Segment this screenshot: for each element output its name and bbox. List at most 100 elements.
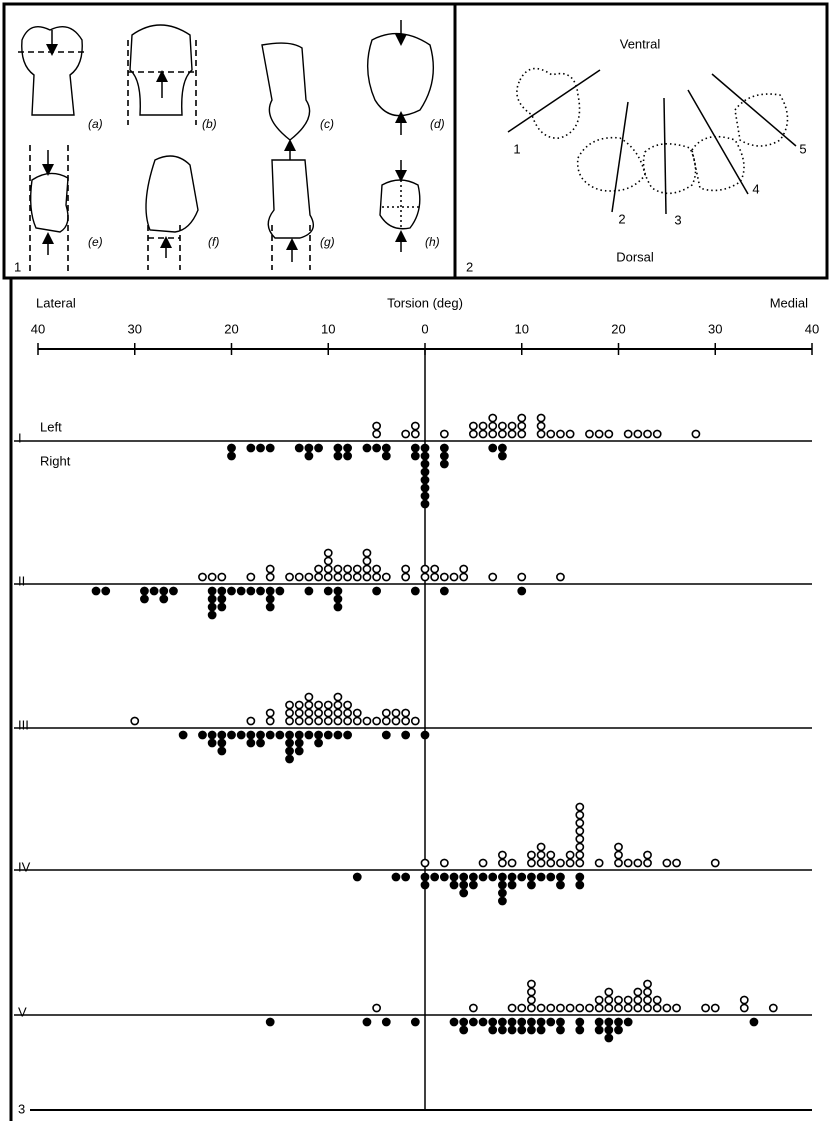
open-dot — [363, 565, 370, 572]
filled-dot — [247, 587, 254, 594]
open-dot — [654, 430, 661, 437]
open-dot — [325, 549, 332, 556]
filled-dot — [334, 731, 341, 738]
open-dot — [528, 859, 535, 866]
filled-dot — [267, 587, 274, 594]
filled-dot — [286, 747, 293, 754]
open-dot — [644, 1004, 651, 1011]
dorsal-label: Dorsal — [616, 249, 654, 264]
open-dot — [354, 565, 361, 572]
filled-dot — [209, 731, 216, 738]
filled-dot — [228, 731, 235, 738]
open-dot — [663, 1004, 670, 1011]
bone-sketches — [18, 20, 433, 275]
filled-dot — [508, 873, 515, 880]
open-dot — [547, 859, 554, 866]
open-dot — [576, 1004, 583, 1011]
view-label: (b) — [202, 117, 217, 131]
open-dot — [334, 709, 341, 716]
x-tick-label: 30 — [128, 321, 142, 336]
open-dot — [354, 573, 361, 580]
filled-dot — [383, 444, 390, 451]
panel-label: 3 — [18, 1101, 25, 1116]
open-dot — [325, 709, 332, 716]
filled-dot — [412, 1018, 419, 1025]
open-dot — [305, 717, 312, 724]
open-dot — [421, 573, 428, 580]
filled-dot — [528, 881, 535, 888]
filled-dot — [209, 739, 216, 746]
filled-dot — [421, 476, 428, 483]
filled-dot — [499, 452, 506, 459]
filled-dot — [528, 1018, 535, 1025]
line-label: 5 — [799, 141, 806, 156]
filled-dot — [334, 595, 341, 602]
filled-dot — [218, 587, 225, 594]
filled-dot — [238, 587, 245, 594]
filled-dot — [528, 873, 535, 880]
filled-dot — [576, 873, 583, 880]
open-dot — [634, 430, 641, 437]
filled-dot — [499, 873, 506, 880]
open-dot — [644, 980, 651, 987]
open-dot — [218, 573, 225, 580]
open-dot — [363, 549, 370, 556]
filled-dot — [257, 587, 264, 594]
filled-dot — [160, 587, 167, 594]
row-label: II — [18, 573, 25, 588]
filled-dot — [344, 452, 351, 459]
open-dot — [644, 430, 651, 437]
filled-dot — [305, 587, 312, 594]
open-dot — [460, 565, 467, 572]
open-dot — [199, 573, 206, 580]
filled-dot — [209, 611, 216, 618]
filled-dot — [170, 587, 177, 594]
open-dot — [741, 1004, 748, 1011]
open-dot — [586, 430, 593, 437]
x-tick-label: 20 — [611, 321, 625, 336]
filled-dot — [383, 1018, 390, 1025]
open-dot — [576, 843, 583, 850]
filled-dot — [460, 873, 467, 880]
filled-dot — [576, 1026, 583, 1033]
filled-dot — [247, 444, 254, 451]
open-dot — [499, 430, 506, 437]
open-dot — [596, 430, 603, 437]
open-dot — [450, 573, 457, 580]
open-dot — [402, 565, 409, 572]
open-dot — [557, 430, 564, 437]
filled-dot — [479, 1018, 486, 1025]
filled-dot — [421, 881, 428, 888]
filled-dot — [441, 452, 448, 459]
open-dot — [305, 701, 312, 708]
open-dot — [286, 709, 293, 716]
filled-dot — [267, 1018, 274, 1025]
filled-dot — [557, 881, 564, 888]
x-tick-label: 30 — [708, 321, 722, 336]
open-dot — [712, 1004, 719, 1011]
filled-dot — [547, 1018, 554, 1025]
open-dot — [344, 701, 351, 708]
filled-dot — [538, 1018, 545, 1025]
filled-dot — [518, 587, 525, 594]
open-dot — [567, 1004, 574, 1011]
filled-dot — [218, 595, 225, 602]
open-dot — [538, 430, 545, 437]
filled-dot — [421, 492, 428, 499]
filled-dot — [460, 1018, 467, 1025]
filled-dot — [538, 873, 545, 880]
filled-dot — [402, 873, 409, 880]
filled-dot — [421, 484, 428, 491]
open-dot — [247, 717, 254, 724]
open-dot — [373, 422, 380, 429]
open-dot — [644, 851, 651, 858]
open-dot — [325, 717, 332, 724]
filled-dot — [538, 1026, 545, 1033]
filled-dot — [257, 739, 264, 746]
filled-dot — [402, 731, 409, 738]
filled-dot — [315, 731, 322, 738]
open-dot — [538, 851, 545, 858]
filled-dot — [499, 881, 506, 888]
filled-dot — [141, 595, 148, 602]
x-tick-label: 0 — [421, 321, 428, 336]
